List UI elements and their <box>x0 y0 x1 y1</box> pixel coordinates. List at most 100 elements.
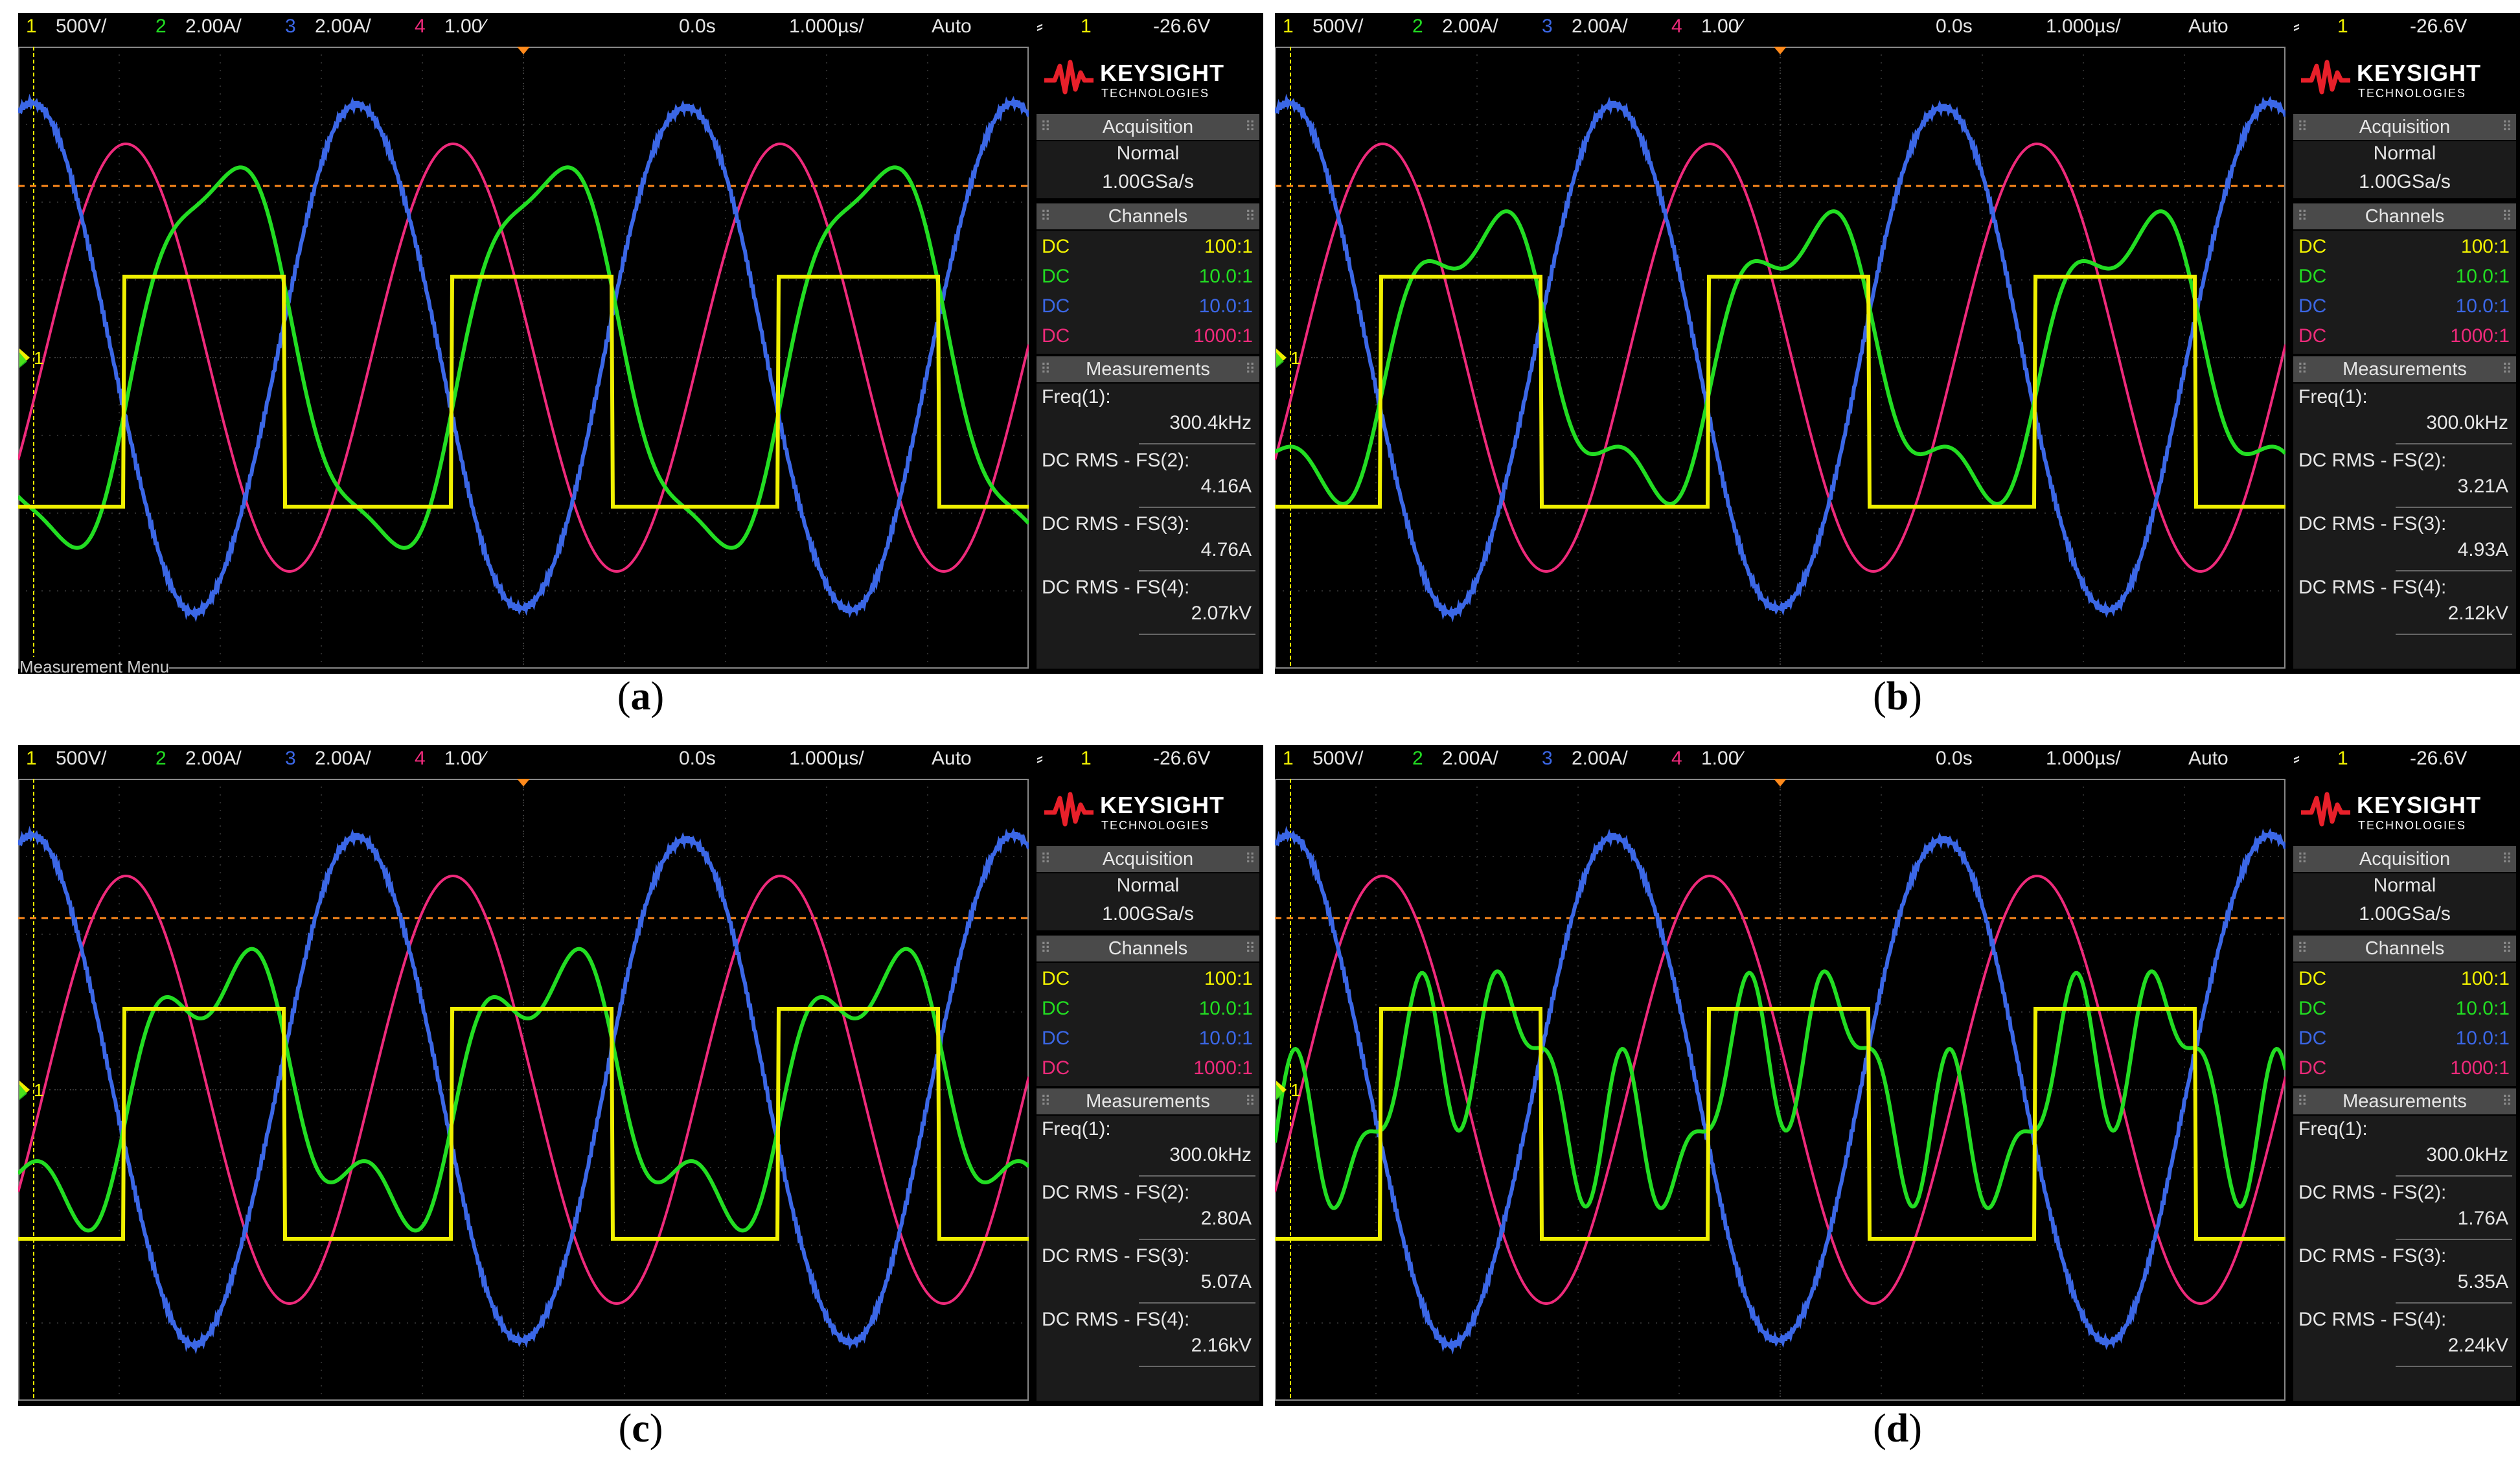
measurement-menu-label[interactable]: Measurement Menu <box>19 657 170 674</box>
measurements-header[interactable]: Measurements <box>2293 356 2516 382</box>
ch4-label[interactable]: 4 <box>415 748 426 769</box>
ch3-label[interactable]: 3 <box>1542 16 1553 37</box>
trigger-mode[interactable]: Auto <box>2188 16 2228 37</box>
trigger-mode[interactable]: Auto <box>2188 748 2228 769</box>
trigger-level[interactable]: -26.6V <box>2410 748 2468 769</box>
ch1-label[interactable]: 1 <box>1283 748 1294 769</box>
channels-header[interactable]: Channels <box>1037 936 1259 961</box>
ch4-label[interactable]: 4 <box>415 16 426 37</box>
measurement-row-4[interactable]: DC RMS - FS(4): 2.12kV <box>2298 577 2512 638</box>
ch2-scale[interactable]: 2.00A/ <box>1442 748 1498 769</box>
channel-row-2[interactable]: DC 10.0:1 <box>1042 263 1255 292</box>
measurement-row-4[interactable]: DC RMS - FS(4): 2.07kV <box>1042 577 1255 638</box>
waveform-area[interactable]: 1 <box>1275 47 2285 669</box>
waveform-area[interactable]: 1 <box>1275 779 2285 1401</box>
channel-row-1[interactable]: DC 100:1 <box>1042 233 1255 262</box>
trigger-channel[interactable]: 1 <box>1081 16 1092 37</box>
channel-row-1[interactable]: DC 100:1 <box>2298 965 2512 994</box>
measurement-row-4[interactable]: DC RMS - FS(4): 2.24kV <box>2298 1309 2512 1370</box>
channels-header[interactable]: Channels <box>1037 203 1259 229</box>
channel-row-4[interactable]: DC 1000:1 <box>2298 1055 2512 1083</box>
acquisition-header[interactable]: Acquisition <box>2293 846 2516 872</box>
ch3-scale[interactable]: 2.00A/ <box>315 748 371 769</box>
channel-row-3[interactable]: DC 10.0:1 <box>1042 1025 1255 1053</box>
delay-readout[interactable]: 0.0s <box>1936 748 1973 769</box>
measurements-header[interactable]: Measurements <box>2293 1088 2516 1114</box>
channel-row-4[interactable]: DC 1000:1 <box>1042 1055 1255 1083</box>
ch3-label[interactable]: 3 <box>1542 748 1553 769</box>
ch1-scale[interactable]: 500V/ <box>1312 748 1364 769</box>
ch2-label[interactable]: 2 <box>155 16 166 37</box>
measurement-row-2[interactable]: DC RMS - FS(2): 4.16A <box>1042 450 1255 511</box>
ch1-scale[interactable]: 500V/ <box>56 16 107 37</box>
channel-row-1[interactable]: DC 100:1 <box>1042 965 1255 994</box>
ch4-label[interactable]: 4 <box>1671 16 1682 37</box>
channel-row-3[interactable]: DC 10.0:1 <box>2298 293 2512 321</box>
ch3-label[interactable]: 3 <box>285 16 296 37</box>
channel-row-4[interactable]: DC 1000:1 <box>2298 323 2512 351</box>
trigger-channel[interactable]: 1 <box>2337 16 2348 37</box>
timebase-readout[interactable]: 1.000µs/ <box>789 748 864 769</box>
measurement-row-2[interactable]: DC RMS - FS(2): 1.76A <box>2298 1182 2512 1243</box>
channels-header[interactable]: Channels <box>2293 203 2516 229</box>
measurement-row-1[interactable]: Freq(1): 300.4kHz <box>1042 386 1255 447</box>
ch4-scale[interactable]: 1.00⁄ <box>1701 748 1743 769</box>
trigger-level[interactable]: -26.6V <box>2410 16 2468 37</box>
timebase-readout[interactable]: 1.000µs/ <box>2046 748 2121 769</box>
timebase-readout[interactable]: 1.000µs/ <box>789 16 864 37</box>
measurement-row-3[interactable]: DC RMS - FS(3): 4.93A <box>2298 513 2512 574</box>
channel-row-2[interactable]: DC 10.0:1 <box>2298 263 2512 292</box>
trigger-level[interactable]: -26.6V <box>1153 748 1211 769</box>
waveform-area[interactable]: 1 <box>18 779 1029 1401</box>
ch2-label[interactable]: 2 <box>1412 16 1423 37</box>
ch3-scale[interactable]: 2.00A/ <box>315 16 371 37</box>
ch2-scale[interactable]: 2.00A/ <box>185 16 242 37</box>
measurement-row-3[interactable]: DC RMS - FS(3): 4.76A <box>1042 513 1255 574</box>
channel-row-1[interactable]: DC 100:1 <box>2298 233 2512 262</box>
trigger-mode[interactable]: Auto <box>932 16 972 37</box>
acquisition-header[interactable]: Acquisition <box>2293 114 2516 140</box>
ch4-scale[interactable]: 1.00⁄ <box>1701 16 1743 37</box>
measurements-header[interactable]: Measurements <box>1037 356 1259 382</box>
acquisition-header[interactable]: Acquisition <box>1037 846 1259 872</box>
ch2-scale[interactable]: 2.00A/ <box>1442 16 1498 37</box>
ch1-label[interactable]: 1 <box>26 748 37 769</box>
channel-row-4[interactable]: DC 1000:1 <box>1042 323 1255 351</box>
measurement-row-1[interactable]: Freq(1): 300.0kHz <box>1042 1118 1255 1179</box>
measurement-row-3[interactable]: DC RMS - FS(3): 5.35A <box>2298 1245 2512 1306</box>
delay-readout[interactable]: 0.0s <box>679 16 716 37</box>
ch4-scale[interactable]: 1.00⁄ <box>444 16 486 37</box>
trigger-channel[interactable]: 1 <box>2337 748 2348 769</box>
channel-row-2[interactable]: DC 10.0:1 <box>1042 995 1255 1024</box>
ch2-label[interactable]: 2 <box>155 748 166 769</box>
channel-row-2[interactable]: DC 10.0:1 <box>2298 995 2512 1024</box>
trigger-level[interactable]: -26.6V <box>1153 16 1211 37</box>
waveform-area[interactable]: 1 <box>18 47 1029 669</box>
delay-readout[interactable]: 0.0s <box>1936 16 1973 37</box>
measurement-row-1[interactable]: Freq(1): 300.0kHz <box>2298 386 2512 447</box>
ch3-label[interactable]: 3 <box>285 748 296 769</box>
ch4-scale[interactable]: 1.00⁄ <box>444 748 486 769</box>
ch1-scale[interactable]: 500V/ <box>1312 16 1364 37</box>
ch4-label[interactable]: 4 <box>1671 748 1682 769</box>
channels-header[interactable]: Channels <box>2293 936 2516 961</box>
delay-readout[interactable]: 0.0s <box>679 748 716 769</box>
ch1-label[interactable]: 1 <box>26 16 37 37</box>
measurements-header[interactable]: Measurements <box>1037 1088 1259 1114</box>
measurement-row-2[interactable]: DC RMS - FS(2): 3.21A <box>2298 450 2512 511</box>
measurement-row-1[interactable]: Freq(1): 300.0kHz <box>2298 1118 2512 1179</box>
measurement-row-2[interactable]: DC RMS - FS(2): 2.80A <box>1042 1182 1255 1243</box>
channel-row-3[interactable]: DC 10.0:1 <box>2298 1025 2512 1053</box>
ch1-label[interactable]: 1 <box>1283 16 1294 37</box>
ch1-scale[interactable]: 500V/ <box>56 748 107 769</box>
trigger-mode[interactable]: Auto <box>932 748 972 769</box>
measurement-row-3[interactable]: DC RMS - FS(3): 5.07A <box>1042 1245 1255 1306</box>
timebase-readout[interactable]: 1.000µs/ <box>2046 16 2121 37</box>
ch2-label[interactable]: 2 <box>1412 748 1423 769</box>
channel-row-3[interactable]: DC 10.0:1 <box>1042 293 1255 321</box>
ch3-scale[interactable]: 2.00A/ <box>1572 748 1628 769</box>
measurement-row-4[interactable]: DC RMS - FS(4): 2.16kV <box>1042 1309 1255 1370</box>
ch2-scale[interactable]: 2.00A/ <box>185 748 242 769</box>
ch3-scale[interactable]: 2.00A/ <box>1572 16 1628 37</box>
acquisition-header[interactable]: Acquisition <box>1037 114 1259 140</box>
